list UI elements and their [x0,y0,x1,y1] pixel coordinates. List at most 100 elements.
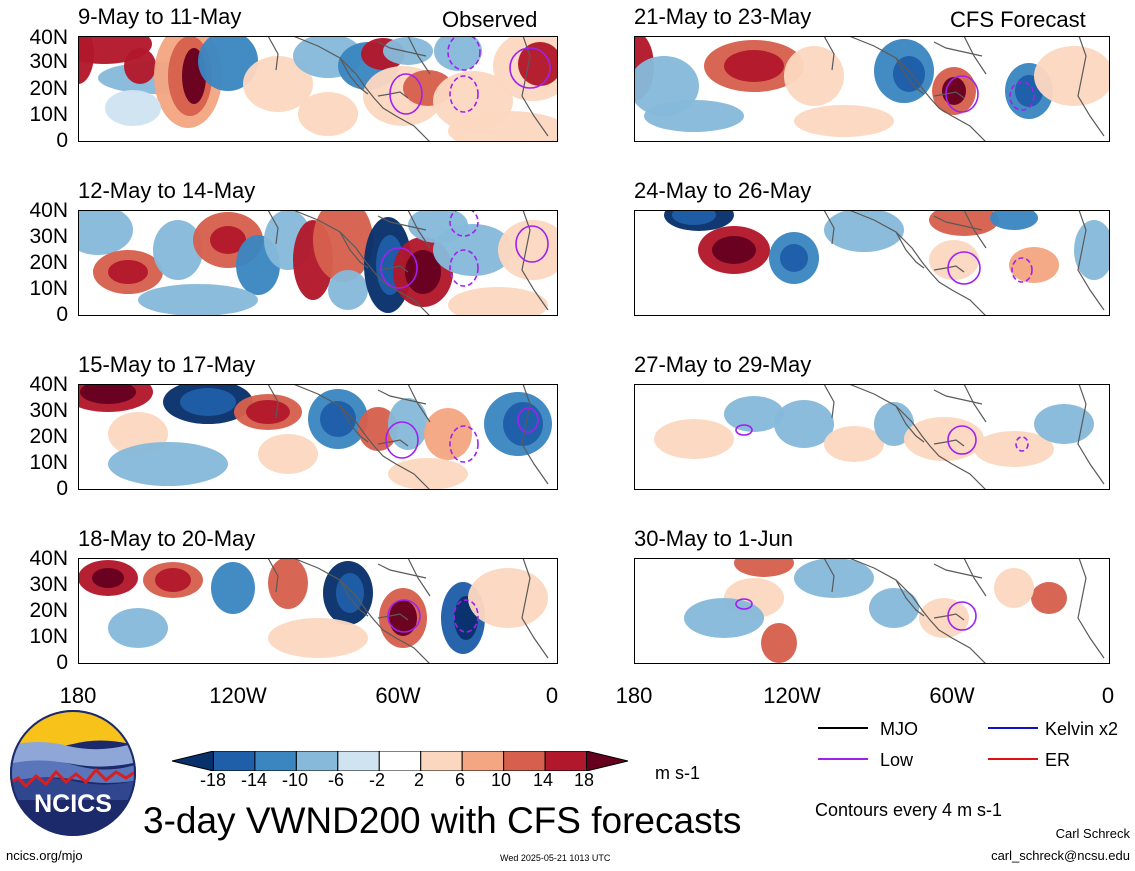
coastline [521,558,549,659]
coastline [1077,558,1105,659]
low-contour [453,599,479,633]
timestamp: Wed 2025-05-21 1013 UTC [500,853,611,863]
lat-label: 40N [29,547,68,570]
colorbar-label: -6 [327,770,344,790]
colorbar-swatch [544,751,588,771]
legend-swatch-mjo [818,727,868,729]
colorbar-label: -10 [281,770,308,790]
wind-anomaly-patch [990,210,1038,230]
coastline [377,265,409,273]
low-contour [515,225,549,263]
wind-anomaly-patch [498,220,558,280]
map-frame [634,558,1110,664]
coastline [377,91,409,99]
coastline [339,57,369,95]
low-contour [735,424,753,436]
colorbar-swatch [461,751,505,771]
coastline [963,558,987,597]
wind-anomaly-patch [108,442,228,486]
coastline [339,579,369,617]
wind-anomaly-patch [904,417,984,461]
low-contour [947,425,977,455]
coastline [933,91,965,99]
colorbar-label: -18 [199,770,226,790]
coastline [521,36,549,137]
coastline [848,558,987,664]
wind-anomaly-patch [893,56,925,92]
lat-label: 40N [29,373,68,396]
coastline [267,210,279,245]
legend-label-low: Low [880,750,914,770]
map-frame [634,36,1110,142]
colorbar-swatch [172,751,214,771]
map-frame [78,36,558,142]
author-email: carl_schreck@ncsu.edu [991,848,1130,863]
wind-anomaly-patch [644,100,744,132]
wind-anomaly-patch [780,244,808,272]
coastline [267,384,279,419]
low-contour [945,75,979,113]
lat-label: 30N [29,225,68,248]
wind-anomaly-patch [268,618,368,658]
colorbar-swatch [420,751,463,771]
panel-title-right-2: 24-May to 26-May [634,178,812,203]
low-contour [735,598,753,610]
coastline [339,405,369,443]
low-contour [380,247,418,289]
low-contour [1011,257,1033,283]
coastline [1077,36,1105,137]
low-contour [947,601,977,631]
coastline [963,384,987,423]
low-contour [449,249,479,287]
legend-label-kelvin: Kelvin x2 [1045,719,1119,739]
wind-anomaly-patch [298,92,358,136]
lon-label-left-0: 0 [545,683,559,708]
contours-note: Contours every 4 m s-1 [815,800,1003,820]
wind-anomaly-patch [258,434,318,474]
wind-anomaly-patch [388,458,468,490]
colorbar-units: m s-1 [655,763,700,783]
source-url: ncics.org/mjo [6,848,83,863]
wind-anomaly-patch [1034,404,1094,444]
wind-anomaly-patch [243,56,313,112]
lon-label-left-120w: 120W [209,683,267,708]
coastline [292,210,431,316]
lat-label: 0 [56,651,68,674]
wind-anomaly-patch [328,270,368,310]
colorbar-swatch [254,751,297,771]
wind-anomaly-patch [794,105,894,137]
colorbar-label: -2 [368,770,385,790]
map-panel-right-4 [634,558,1110,664]
wind-anomaly-patch [874,402,914,446]
wind-anomaly-patch [358,407,398,451]
wind-anomaly-patch [320,401,356,437]
map-frame [634,384,1110,490]
coastline [848,384,987,490]
colorbar-label: 14 [532,770,554,790]
colorbar-swatch [586,751,628,771]
wind-anomaly-patch [155,568,191,592]
colorbar-label: 10 [490,770,512,790]
wind-anomaly-patch [78,210,133,255]
low-contour [947,251,981,285]
author-name: Carl Schreck [1055,826,1130,841]
wind-anomaly-patch [869,588,919,628]
coastline [848,210,987,316]
wind-anomaly-patch [180,388,236,416]
panel-title-left-4: 18-May to 20-May [78,526,256,551]
wind-anomaly-patch [1031,582,1067,614]
low-contour [1015,436,1029,452]
map-frame [78,558,558,664]
coastline [1077,384,1105,485]
coastline [933,439,965,447]
lat-label: 30N [29,573,68,596]
coastline [895,231,925,269]
wind-anomaly-patch [389,600,417,636]
lat-label: 10N [29,103,68,126]
coastline [521,384,549,485]
low-contour [389,73,423,115]
wind-anomaly-patch [824,426,884,462]
coastline [895,57,925,95]
coastline [848,36,987,142]
lat-label: 10N [29,451,68,474]
